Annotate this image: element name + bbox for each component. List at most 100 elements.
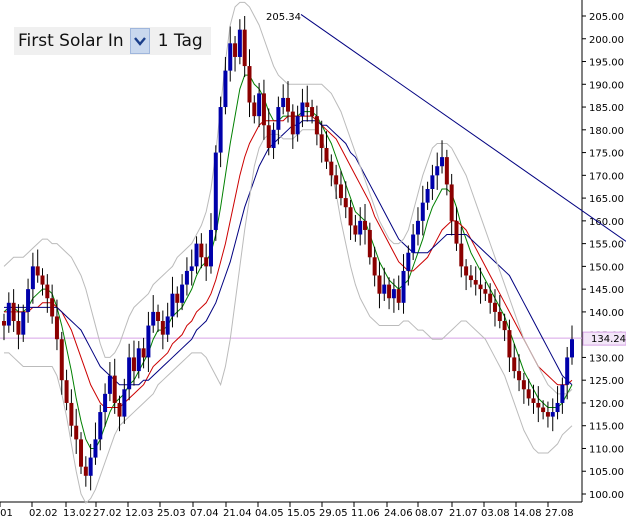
candle-body [266,125,271,149]
x-tick-label: 08.07 [415,508,444,519]
x-tick-label: 27.02 [93,508,122,519]
x-tick-label: 07.04 [190,508,219,519]
candle-body [444,157,449,185]
symbol-toolbar: First Solar In 1 Tag [14,27,211,55]
y-tick-label: 180.00 [589,126,624,137]
candle-body [338,184,343,199]
candle-body [271,129,276,149]
candle-body [512,357,517,372]
candle-body [415,220,420,235]
candle-body [107,375,112,394]
candle-body [136,348,141,372]
candle-body [435,166,440,176]
x-tick-label: 29.05 [319,508,348,519]
candle-body [459,243,464,267]
y-tick-label: 140.00 [589,308,624,319]
candle-body [252,102,257,117]
current-price-tag [582,331,626,346]
x-tick-label: 03.08 [481,508,510,519]
x-tick-label: 24.06 [384,508,413,519]
x-tick-label: .01 [0,508,13,519]
candle-body [54,316,59,340]
candle-body [310,107,315,117]
y-tick-label: 145.00 [589,285,624,296]
candle-body [314,116,319,135]
candle-body [194,243,199,267]
trendline [300,14,626,242]
x-tick-label: 15.05 [287,508,316,519]
candle-body [570,339,574,358]
candle-body [411,234,416,253]
candle-body [286,97,290,112]
candle-body [11,302,16,322]
candle-body [430,175,435,189]
candle-body [531,398,536,403]
y-tick-label: 195.00 [589,58,624,69]
candle-body [473,280,478,285]
candle-body [257,93,262,117]
candle-body [353,225,358,235]
candle-body [406,252,411,271]
candle-body [233,43,238,57]
candle-body [363,220,368,230]
candle-body [478,284,483,290]
candle-body [367,229,372,258]
candle-body [59,339,64,381]
candle-body [343,198,348,208]
candle-body [295,116,300,135]
candle-body [156,311,161,322]
candle-body [521,380,526,390]
candle-body [213,152,218,230]
candle-body [6,302,11,326]
candle-body [560,384,565,403]
candle-body [242,29,247,67]
candle-body [454,220,459,244]
y-tick-label: 110.00 [589,444,624,455]
x-tick-label: 25.03 [157,508,186,519]
y-tick-label: 200.00 [589,35,624,46]
y-tick-label: 100.00 [589,490,624,501]
candle-body [16,321,21,335]
y-tick-label: 205.00 [589,12,624,23]
y-tick-label: 170.00 [589,171,624,182]
candle-body [160,321,165,335]
x-tick-label: 12.03 [125,508,154,519]
candle-body [425,188,430,203]
candle-body [79,439,84,467]
candle-body [131,357,136,372]
candle-body [319,134,324,149]
candle-body [507,330,512,358]
candle-body [545,412,550,417]
candle-body [175,293,180,303]
x-tick-label: 04.05 [255,508,284,519]
y-tick-label: 165.00 [589,194,624,205]
series-line-sma-long [4,120,573,386]
candle-body [536,402,541,408]
candle-body [189,266,194,271]
candle-body [449,184,454,221]
chevron-down-icon[interactable] [129,28,150,54]
candle-body [237,29,242,57]
y-tick-label: 155.00 [589,240,624,251]
x-tick-label: 02.02 [29,508,58,519]
candle-body [218,107,223,153]
candle-body [300,102,305,117]
symbol-selector-label[interactable]: First Solar In [18,31,124,51]
candle-body [382,284,387,294]
candle-body [276,107,281,130]
candle-body [103,393,108,413]
candle-body [555,402,560,413]
candle-body [180,284,185,303]
candle-body [488,293,493,303]
candle-body [329,161,334,176]
candle-body [372,257,377,276]
timeframe-label[interactable]: 1 Tag [157,31,203,51]
candle-body [396,289,401,303]
candle-body [117,402,122,417]
x-tick-label: 27.08 [545,508,574,519]
y-tick-label: 105.00 [589,467,624,478]
peak-price-label: 205.34 [266,12,301,23]
candle-body [112,375,117,403]
candle-body [420,202,425,221]
